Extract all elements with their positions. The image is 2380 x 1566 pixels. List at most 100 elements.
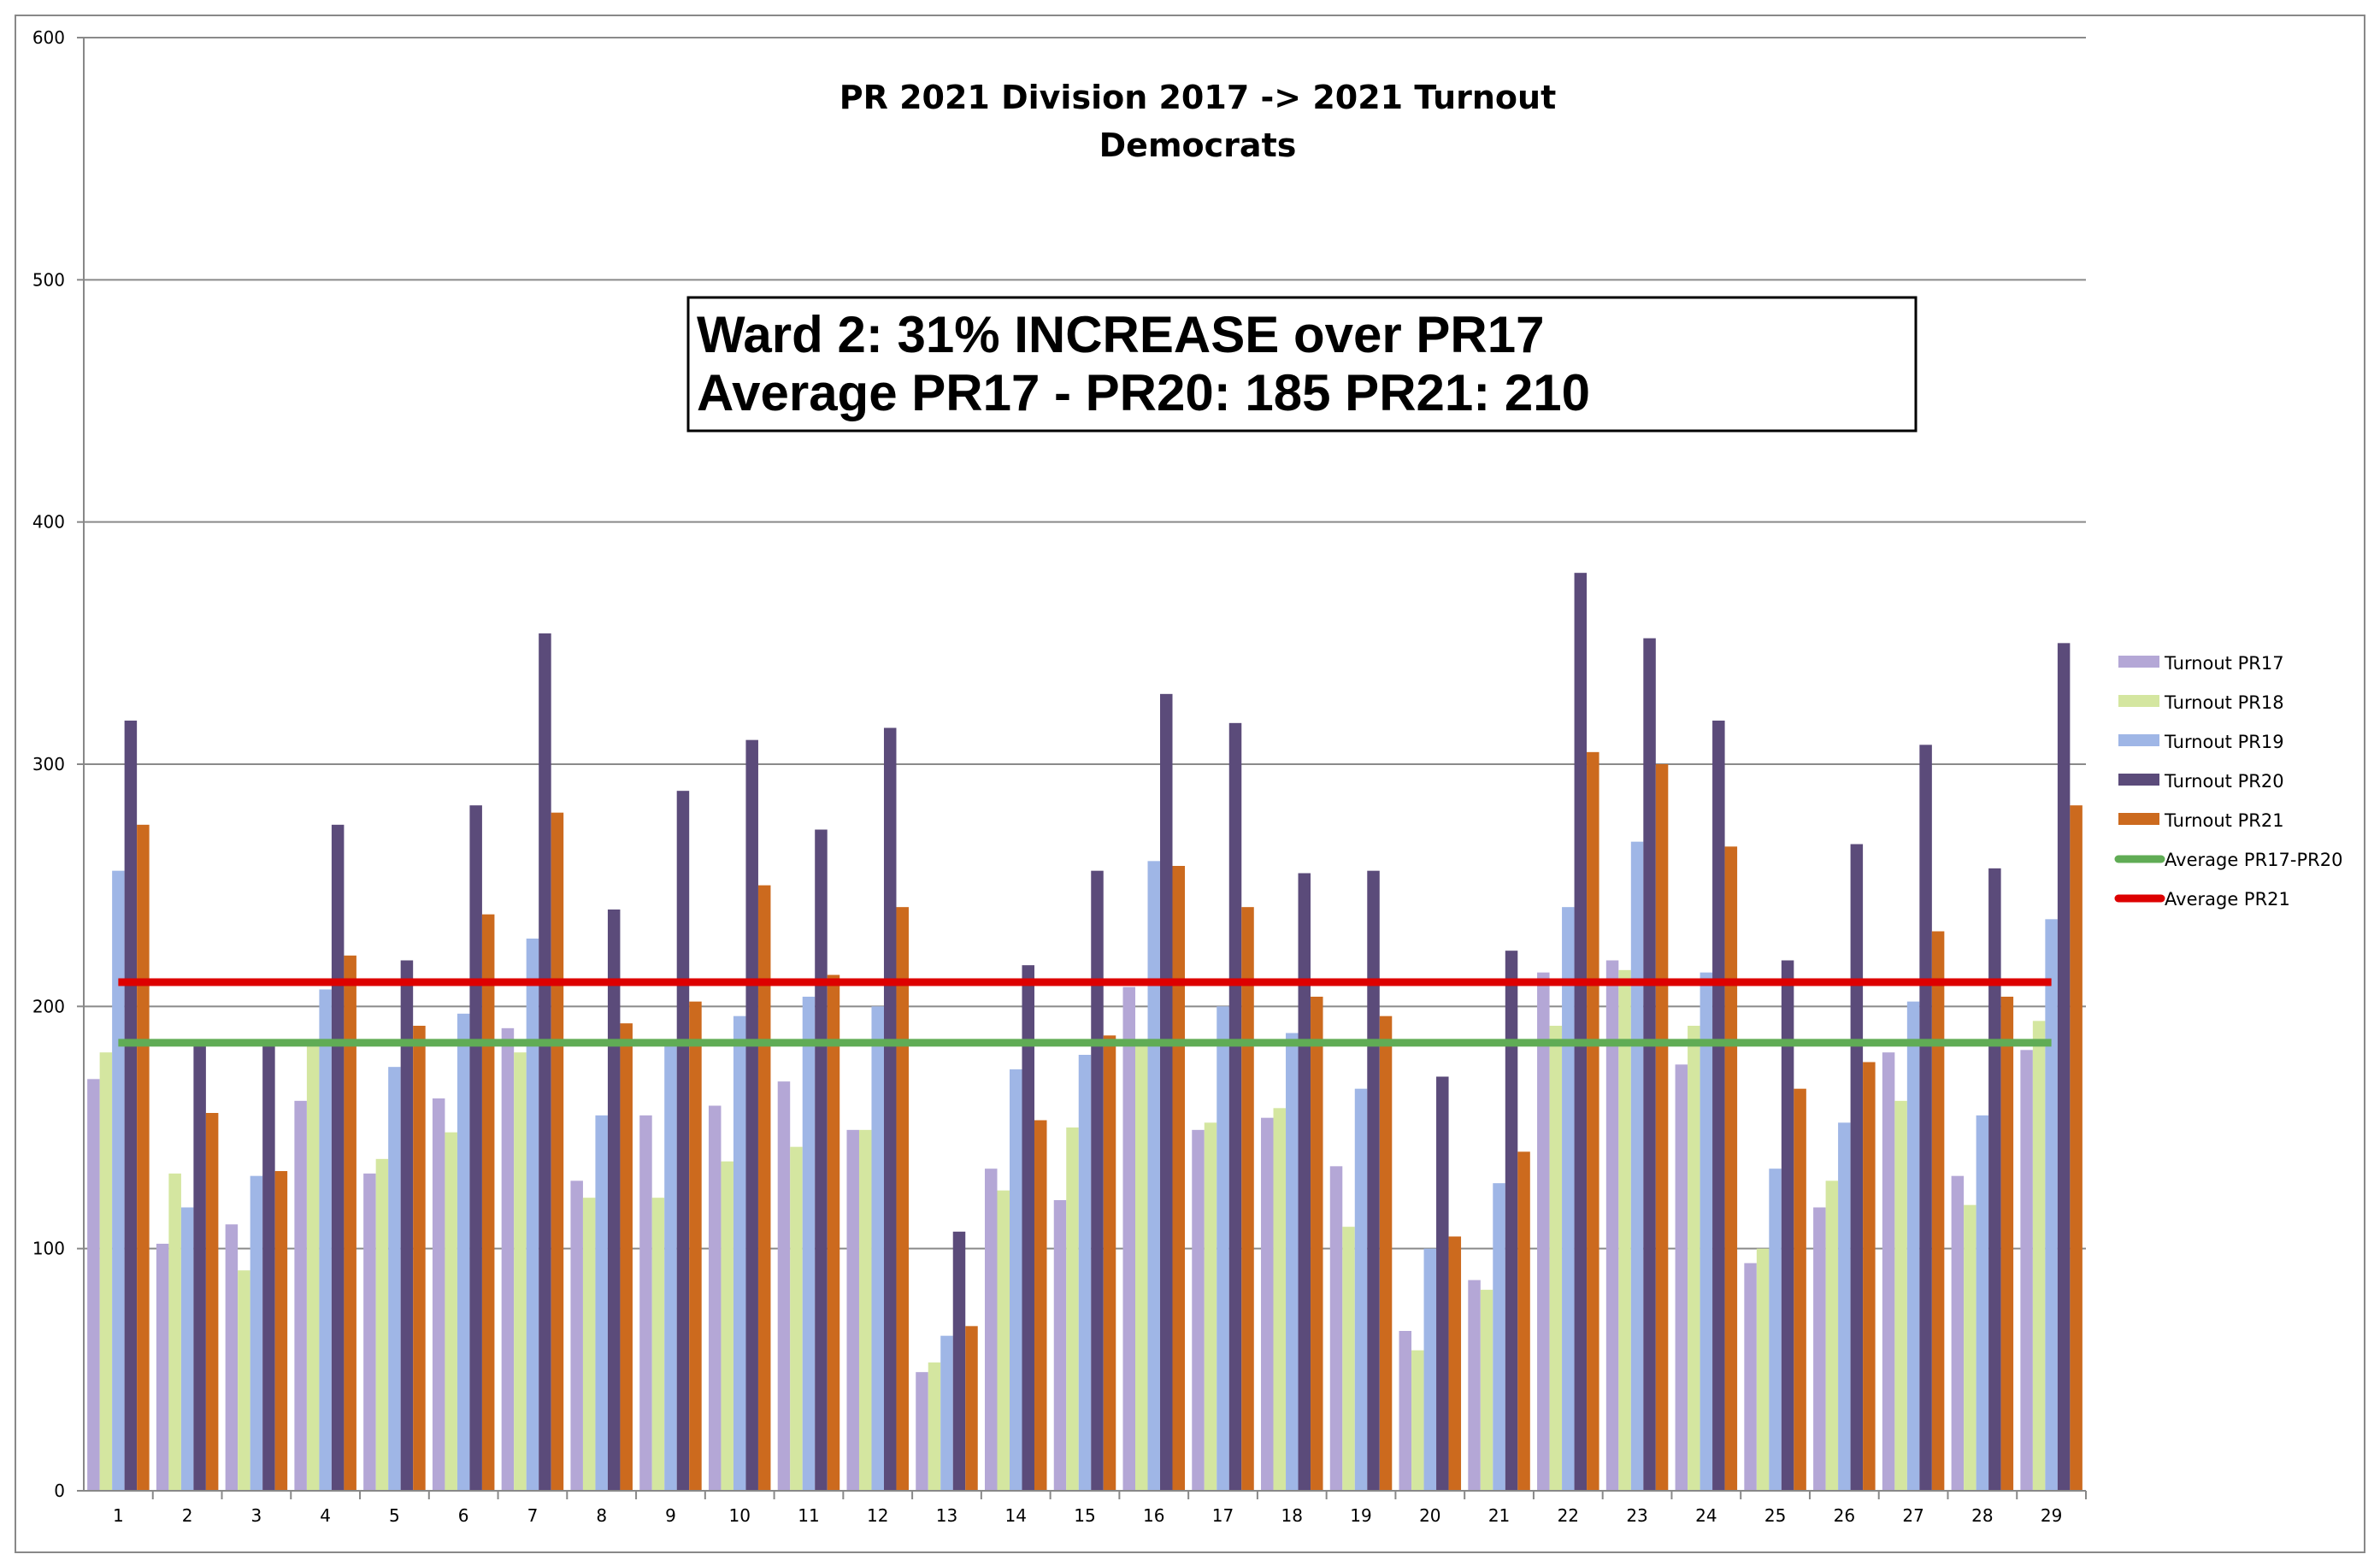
bar-turnout-pr17-7 (501, 1027, 515, 1491)
bar-turnout-pr18-21 (1480, 1289, 1493, 1491)
bar-turnout-pr19-18 (1286, 1033, 1299, 1491)
y-tick-label: 100 (32, 1239, 65, 1259)
bar-turnout-pr21-19 (1379, 1016, 1393, 1491)
bar-turnout-pr18-6 (445, 1132, 457, 1491)
bar-turnout-pr18-29 (2032, 1021, 2046, 1491)
bar-turnout-pr17-16 (1122, 986, 1136, 1491)
bar-turnout-pr17-11 (777, 1081, 791, 1491)
bar-turnout-pr17-6 (432, 1098, 445, 1491)
legend-swatch (2118, 695, 2159, 707)
bar-turnout-pr19-10 (733, 1016, 746, 1491)
bar-turnout-pr20-9 (676, 791, 690, 1491)
bar-turnout-pr21-12 (896, 907, 909, 1491)
bar-turnout-pr20-18 (1298, 873, 1311, 1491)
bar-turnout-pr18-18 (1273, 1108, 1287, 1491)
bar-turnout-pr21-10 (757, 885, 771, 1491)
bar-turnout-pr21-5 (413, 1026, 426, 1491)
x-tick-label: 14 (1005, 1505, 1027, 1526)
bar-turnout-pr17-8 (570, 1180, 583, 1491)
bar-turnout-pr20-2 (193, 1042, 206, 1491)
bar-turnout-pr19-12 (871, 1006, 884, 1491)
bar-turnout-pr17-9 (639, 1115, 652, 1491)
x-tick-label: 16 (1143, 1505, 1164, 1526)
bar-turnout-pr20-11 (815, 829, 828, 1491)
bar-turnout-pr19-20 (1423, 1248, 1437, 1491)
bar-turnout-pr20-6 (469, 805, 482, 1491)
x-tick-label: 18 (1281, 1505, 1303, 1526)
bar-turnout-pr21-27 (1931, 931, 1945, 1491)
bar-turnout-pr17-4 (294, 1100, 307, 1491)
bar-turnout-pr20-27 (1919, 745, 1932, 1491)
bar-turnout-pr19-27 (1906, 1001, 1920, 1491)
legend-swatch (2118, 656, 2159, 668)
bar-turnout-pr21-3 (274, 1171, 288, 1491)
bar-turnout-pr20-17 (1228, 722, 1242, 1491)
bar-turnout-pr21-29 (2070, 805, 2082, 1491)
legend-label: Average PR21 (2165, 889, 2290, 910)
x-tick-label: 28 (1971, 1505, 1993, 1526)
bar-turnout-pr19-25 (1769, 1169, 1782, 1491)
bar-turnout-pr18-16 (1135, 1042, 1148, 1491)
bar-turnout-pr17-17 (1192, 1129, 1205, 1491)
x-tick-label: 9 (665, 1505, 676, 1526)
bar-turnout-pr21-13 (965, 1326, 978, 1491)
annotation-box: Ward 2: 31% INCREASE over PR17 Average P… (686, 296, 1918, 433)
bar-turnout-pr20-8 (607, 910, 621, 1491)
legend-label: Turnout PR20 (2164, 771, 2284, 792)
x-tick-label: 7 (527, 1505, 539, 1526)
x-tick-label: 24 (1695, 1505, 1717, 1526)
bar-turnout-pr18-27 (1894, 1100, 1907, 1491)
bar-turnout-pr19-6 (457, 1013, 470, 1491)
bar-turnout-pr19-2 (180, 1207, 194, 1491)
x-tick-label: 17 (1212, 1505, 1234, 1526)
x-tick-label: 11 (798, 1505, 819, 1526)
bar-turnout-pr21-20 (1448, 1236, 1462, 1491)
x-tick-label: 10 (728, 1505, 750, 1526)
x-tick-label: 2 (182, 1505, 193, 1526)
bar-turnout-pr18-15 (1066, 1127, 1079, 1491)
bar-turnout-pr19-22 (1562, 907, 1575, 1491)
bar-turnout-pr19-29 (2045, 919, 2058, 1491)
bar-turnout-pr17-3 (225, 1224, 239, 1491)
bar-turnout-pr17-28 (1951, 1175, 1965, 1491)
y-tick-label: 500 (32, 269, 65, 290)
bar-turnout-pr19-15 (1078, 1055, 1092, 1491)
bar-turnout-pr20-12 (883, 727, 897, 1491)
x-tick-label: 13 (936, 1505, 957, 1526)
bar-turnout-pr19-1 (112, 870, 125, 1491)
bar-turnout-pr17-21 (1468, 1280, 1481, 1491)
bar-turnout-pr18-17 (1204, 1122, 1217, 1491)
chart-title: PR 2021 Division 2017 -> 2021 Turnout (839, 79, 1556, 116)
legend-label: Turnout PR18 (2164, 692, 2284, 713)
bar-turnout-pr19-24 (1700, 972, 1713, 1491)
bar-turnout-pr19-3 (250, 1175, 263, 1491)
x-tick-label: 25 (1764, 1505, 1786, 1526)
bar-turnout-pr17-27 (1882, 1052, 1895, 1491)
x-tick-label: 15 (1074, 1505, 1095, 1526)
bar-turnout-pr18-25 (1756, 1248, 1770, 1491)
bar-turnout-pr18-12 (858, 1129, 872, 1491)
bar-turnout-pr20-24 (1712, 721, 1725, 1491)
bar-turnout-pr21-15 (1103, 1035, 1116, 1491)
legend-label: Turnout PR19 (2164, 732, 2284, 752)
bar-turnout-pr20-13 (952, 1231, 966, 1491)
bar-turnout-pr19-17 (1217, 1006, 1229, 1491)
bar-turnout-pr17-1 (87, 1079, 100, 1491)
bar-turnout-pr17-12 (846, 1129, 859, 1491)
bar-turnout-pr18-4 (306, 1042, 320, 1491)
x-tick-label: 6 (458, 1505, 469, 1526)
bar-turnout-pr20-25 (1781, 960, 1794, 1491)
bar-turnout-pr20-28 (1988, 868, 2001, 1491)
x-tick-label: 12 (867, 1505, 888, 1526)
bar-turnout-pr19-13 (940, 1335, 953, 1491)
y-tick-label: 400 (32, 512, 65, 533)
bar-turnout-pr20-1 (124, 721, 138, 1491)
bar-turnout-pr20-20 (1436, 1076, 1449, 1491)
bar-turnout-pr20-4 (331, 824, 345, 1491)
x-tick-label: 27 (1902, 1505, 1923, 1526)
x-tick-label: 4 (320, 1505, 331, 1526)
bar-turnout-pr18-5 (375, 1158, 389, 1491)
bar-turnout-pr18-1 (99, 1052, 113, 1491)
bar-turnout-pr20-21 (1505, 951, 1518, 1491)
bar-turnout-pr21-17 (1241, 907, 1254, 1491)
